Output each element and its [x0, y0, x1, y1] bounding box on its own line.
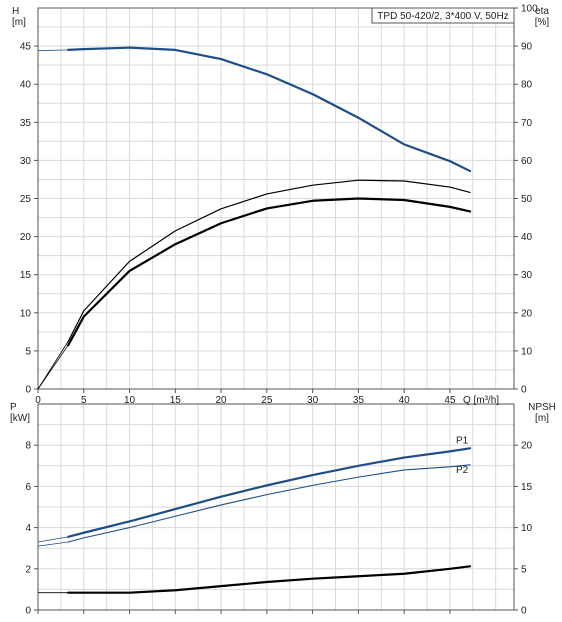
head-panel-left-axis-label: [m] — [12, 17, 26, 28]
x-tick-label: 5 — [81, 395, 87, 406]
power-panel-left-tick-label: 0 — [25, 606, 31, 617]
head-panel-series-0-line — [67, 46, 472, 173]
x-tick-label: 25 — [261, 395, 273, 406]
title-box — [371, 7, 515, 24]
head-panel-right-tick-label: 80 — [521, 80, 533, 91]
head-panel-right-tick-label: 0 — [521, 385, 527, 396]
power-panel-left-tick-label: 8 — [25, 441, 31, 452]
head-panel-left-axis-label: H — [12, 6, 19, 17]
head-panel-right-tick-label: 70 — [521, 118, 533, 129]
head-panel-left-tick-label: 45 — [20, 42, 32, 53]
head-panel-left-tick-label: 25 — [20, 194, 32, 205]
head-panel-series-1-line — [67, 197, 472, 347]
power-panel-series-1-line — [67, 464, 471, 543]
head-panel-right-tick-label: 100 — [521, 4, 538, 15]
axes-frame-layer — [34, 7, 518, 614]
x-tick-label: 15 — [170, 395, 182, 406]
head-panel-series-2-line — [67, 179, 471, 342]
x-tick-label: 0 — [35, 395, 41, 406]
power-panel-left-axis-label: [kW] — [10, 413, 30, 424]
labels-layer: 0510152025303540450102030405060708090100… — [10, 4, 556, 617]
head-panel-left-tick-label: 20 — [20, 232, 32, 243]
head-panel-left-tick-label: 15 — [20, 270, 32, 281]
head-panel-right-tick-label: 90 — [521, 42, 533, 53]
power-panel-right-axis-label: NPSH — [528, 402, 556, 413]
head-panel-left-tick-label: 30 — [20, 156, 32, 167]
series-layer — [37, 46, 472, 594]
power-panel-left-tick-label: 4 — [25, 523, 31, 534]
head-panel-left-tick-label: 10 — [20, 308, 32, 319]
x-tick-label: 30 — [307, 395, 319, 406]
power-panel-series-0-line — [67, 447, 472, 538]
power-panel-left-tick-label: 6 — [25, 482, 31, 493]
power-panel-series-0-leadin — [37, 536, 69, 543]
series-label-p1: P1 — [456, 435, 469, 446]
head-panel-left-tick-label: 5 — [25, 346, 31, 357]
power-panel-series-2-line — [67, 565, 472, 594]
power-panel-right-tick-label: 20 — [521, 441, 533, 452]
power-panel-right-axis-label: [m] — [535, 413, 549, 424]
head-panel-right-tick-label: 10 — [521, 346, 533, 357]
power-panel-right-tick-label: 15 — [521, 482, 533, 493]
x-tick-label: 45 — [444, 395, 456, 406]
x-tick-label: 35 — [353, 395, 365, 406]
head-panel-right-tick-label: 20 — [521, 308, 533, 319]
head-panel-right-axis-label: [%] — [535, 17, 550, 28]
head-panel-series-2-leadin — [37, 341, 69, 390]
grid-layer — [38, 8, 514, 610]
head-panel-left-tick-label: 40 — [20, 80, 32, 91]
power-panel-frame — [37, 403, 515, 611]
chart-title: TPD 50-420/2, 3*400 V, 50Hz — [377, 11, 508, 22]
power-panel-right-tick-label: 10 — [521, 523, 533, 534]
power-panel-right-tick-label: 0 — [521, 606, 527, 617]
head-panel-right-tick-label: 40 — [521, 232, 533, 243]
head-panel-right-axis-label: eta — [535, 6, 549, 17]
power-panel-left-tick-label: 2 — [25, 564, 31, 575]
head-panel-right-tick-label: 30 — [521, 270, 533, 281]
head-panel-right-tick-label: 50 — [521, 194, 533, 205]
head-panel-left-tick-label: 35 — [20, 118, 32, 129]
series-label-p2: P2 — [456, 465, 469, 476]
x-tick-label: 40 — [399, 395, 411, 406]
head-panel-right-tick-label: 60 — [521, 156, 533, 167]
power-panel-left-axis-label: P — [10, 402, 17, 413]
head-panel-series-0-leadin — [37, 49, 69, 52]
x-axis-label: Q [m³/h] — [463, 395, 499, 406]
head-panel-left-tick-label: 0 — [25, 385, 31, 396]
x-tick-label: 10 — [124, 395, 136, 406]
power-panel-series-1-leadin — [37, 541, 69, 547]
x-tick-label: 20 — [216, 395, 228, 406]
power-panel-right-tick-label: 5 — [521, 564, 527, 575]
